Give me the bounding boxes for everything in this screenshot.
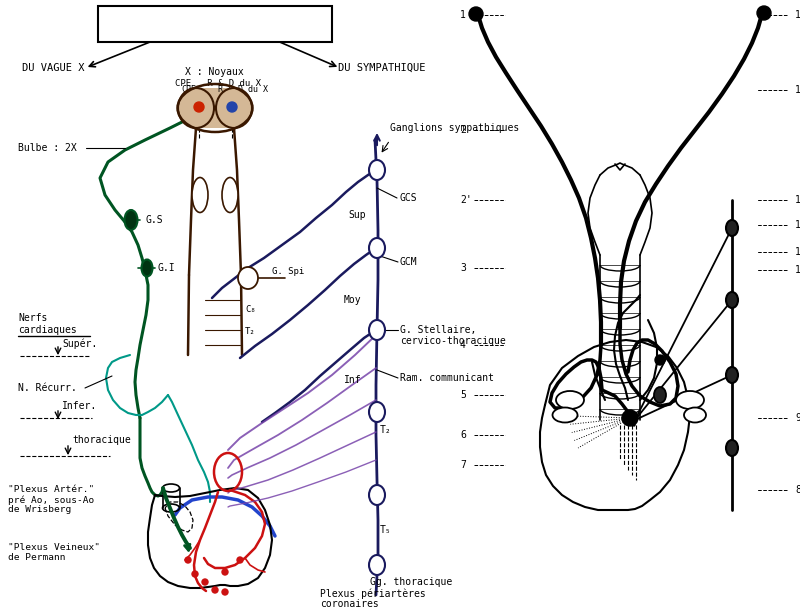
Bar [196, 88, 234, 128]
Ellipse shape [369, 160, 385, 180]
Text: 15: 15 [795, 10, 800, 20]
Text: DU VAGUE X: DU VAGUE X [22, 63, 85, 73]
Text: 10: 10 [795, 265, 800, 275]
Text: Ganglions sympathiques: Ganglions sympathiques [390, 123, 519, 133]
Ellipse shape [369, 555, 385, 575]
Text: N. Récurr.: N. Récurr. [18, 383, 77, 393]
Text: 4: 4 [460, 340, 466, 350]
Ellipse shape [369, 485, 385, 505]
Text: 9: 9 [795, 413, 800, 423]
Ellipse shape [726, 220, 738, 236]
Text: LES NERFS CARDIAQUES: LES NERFS CARDIAQUES [140, 18, 290, 30]
Text: "Plexus Veineux": "Plexus Veineux" [8, 544, 100, 553]
Circle shape [237, 557, 243, 563]
Text: G.S: G.S [145, 215, 162, 225]
Text: de Permann: de Permann [8, 553, 66, 562]
Text: 14: 14 [795, 85, 800, 95]
Text: cervico-thoracique: cervico-thoracique [400, 336, 506, 346]
Ellipse shape [684, 407, 706, 423]
Circle shape [194, 102, 204, 112]
Ellipse shape [178, 88, 214, 128]
Ellipse shape [726, 367, 738, 383]
Text: T₂: T₂ [245, 328, 256, 337]
Ellipse shape [654, 387, 666, 403]
Circle shape [192, 571, 198, 577]
Text: Infer.: Infer. [62, 401, 98, 411]
Ellipse shape [125, 210, 138, 230]
Text: cardiaques: cardiaques [18, 325, 77, 335]
Text: Sup: Sup [348, 210, 366, 220]
Ellipse shape [369, 402, 385, 422]
Text: 2': 2' [460, 195, 472, 205]
Text: de Wrisberg: de Wrisberg [8, 506, 71, 514]
FancyBboxPatch shape [98, 6, 332, 42]
Text: Ram. communicant: Ram. communicant [400, 373, 494, 383]
Text: 7: 7 [460, 460, 466, 470]
Text: X : Noyaux: X : Noyaux [185, 67, 244, 77]
Text: Supér.: Supér. [62, 339, 98, 350]
Circle shape [202, 579, 208, 585]
Ellipse shape [369, 320, 385, 340]
Text: 2: 2 [460, 125, 466, 135]
Ellipse shape [222, 178, 238, 212]
Text: R & D du X: R & D du X [218, 85, 268, 95]
Ellipse shape [676, 391, 704, 409]
Text: T₅: T₅ [380, 525, 392, 535]
Circle shape [622, 410, 638, 426]
Ellipse shape [216, 88, 252, 128]
Text: 11: 11 [795, 247, 800, 257]
Text: C₈: C₈ [245, 306, 256, 315]
Circle shape [757, 6, 771, 20]
Text: 12: 12 [795, 220, 800, 230]
Text: Moy: Moy [344, 295, 362, 305]
Text: 5: 5 [460, 390, 466, 400]
Text: Gg. thoracique: Gg. thoracique [370, 577, 452, 587]
Text: GCM: GCM [400, 257, 418, 267]
Text: pré Ao, sous-Ao: pré Ao, sous-Ao [8, 495, 94, 504]
Ellipse shape [556, 391, 584, 409]
Circle shape [222, 589, 228, 595]
Ellipse shape [192, 178, 208, 212]
Text: Nerfs: Nerfs [18, 313, 47, 323]
Text: "Plexus Artér.": "Plexus Artér." [8, 486, 94, 495]
Text: CPE   R & D du X: CPE R & D du X [175, 79, 261, 87]
Text: GCS: GCS [400, 193, 418, 203]
Text: 1: 1 [460, 10, 466, 20]
Text: G. Spi: G. Spi [272, 268, 304, 276]
Text: coronaires: coronaires [320, 599, 378, 609]
Text: Bulbe : 2X: Bulbe : 2X [18, 143, 77, 153]
Text: 6: 6 [460, 430, 466, 440]
Text: G. Stellaire,: G. Stellaire, [400, 325, 476, 335]
Text: CPE: CPE [181, 85, 196, 95]
Circle shape [655, 355, 665, 365]
Ellipse shape [142, 259, 153, 276]
Text: Inf: Inf [344, 375, 362, 385]
Ellipse shape [369, 238, 385, 258]
Ellipse shape [238, 267, 258, 289]
Text: T₂: T₂ [380, 425, 392, 435]
Circle shape [227, 102, 237, 112]
Text: thoracique: thoracique [72, 435, 130, 445]
Circle shape [212, 587, 218, 593]
Text: 8: 8 [795, 485, 800, 495]
Text: Plexus périartères: Plexus périartères [320, 589, 426, 599]
Ellipse shape [726, 440, 738, 456]
Text: DU SYMPATHIQUE: DU SYMPATHIQUE [338, 63, 426, 73]
Circle shape [185, 557, 191, 563]
Circle shape [469, 7, 483, 21]
Circle shape [222, 569, 228, 575]
Text: G.I: G.I [158, 263, 176, 273]
Ellipse shape [553, 407, 578, 423]
Text: 3: 3 [460, 263, 466, 273]
Ellipse shape [726, 292, 738, 308]
Text: 13: 13 [795, 195, 800, 205]
